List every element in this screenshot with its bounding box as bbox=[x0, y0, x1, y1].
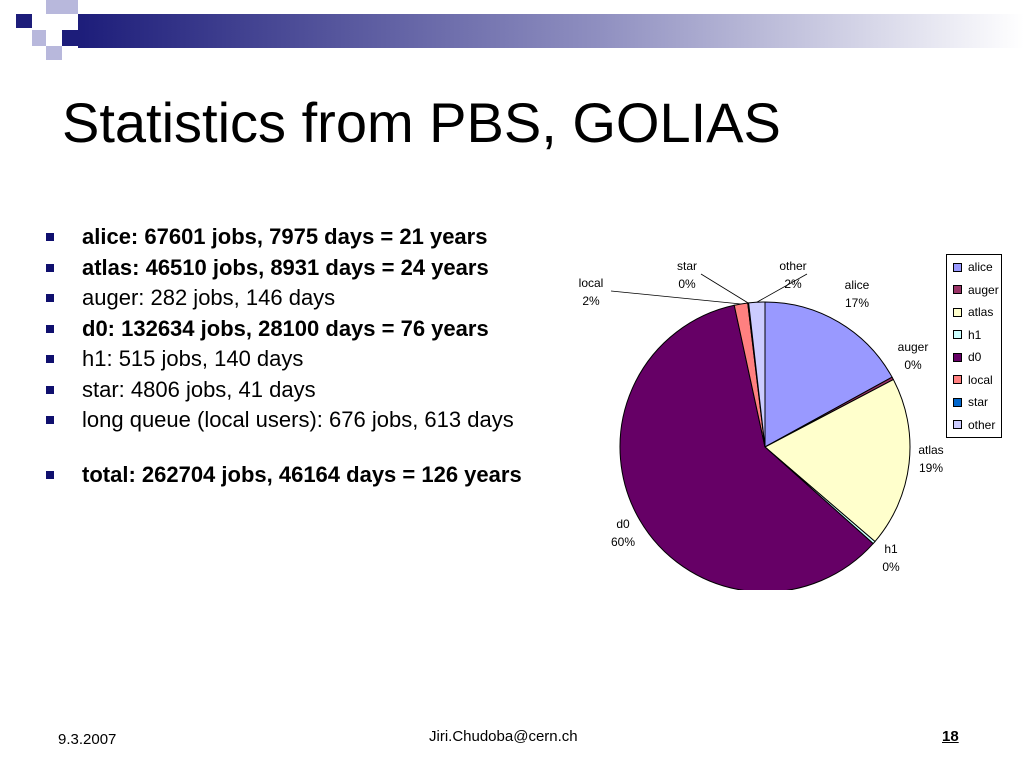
legend-swatch bbox=[953, 352, 962, 362]
legend-item-local: local bbox=[953, 372, 993, 388]
slice-label-h1: h1 bbox=[884, 542, 898, 556]
legend-label: alice bbox=[968, 260, 993, 274]
pie-chart: alice 17% auger 0% atlas 19% h1 0% d0 60% local 2% s… bbox=[579, 259, 944, 590]
legend-swatch bbox=[953, 330, 962, 339]
legend-label: auger bbox=[968, 282, 999, 297]
leader-line-local bbox=[610, 290, 742, 305]
legend-label: local bbox=[968, 372, 993, 387]
footer-email: Jiri.Chudoba@cern.ch bbox=[429, 728, 578, 745]
bullet-item: d0: 132634 jobs, 28100 days = 76 years bbox=[44, 316, 564, 341]
legend-item-other: other bbox=[953, 417, 995, 433]
pie-slice-alice bbox=[764, 301, 893, 448]
slice-percent-star: 0% bbox=[678, 277, 696, 291]
header-decoration bbox=[0, 0, 1024, 60]
legend-item-d0: d0 bbox=[953, 349, 981, 365]
pie-slice-d0 bbox=[619, 304, 874, 590]
bullet-item: star: 4806 jobs, 41 days bbox=[44, 377, 564, 402]
slice-label-star: star bbox=[677, 259, 697, 273]
bullet-list: alice: 67601 jobs, 7975 days = 21 years … bbox=[44, 224, 564, 493]
slice-percent-h1: 0% bbox=[882, 560, 900, 574]
legend-label: h1 bbox=[968, 327, 982, 342]
bullet-item: total: 262704 jobs, 46164 days = 126 yea… bbox=[44, 462, 564, 487]
slice-label-alice: alice bbox=[845, 278, 870, 292]
bullet-item: atlas: 46510 jobs, 8931 days = 24 years bbox=[44, 255, 564, 280]
legend-swatch bbox=[953, 307, 962, 317]
legend-item-auger: auger bbox=[953, 282, 999, 298]
slice-label-auger: auger bbox=[898, 340, 929, 354]
pie-slice-atlas bbox=[764, 378, 911, 543]
legend-item-h1: h1 bbox=[953, 327, 981, 343]
legend-swatch bbox=[953, 375, 962, 384]
slide-title: Statistics from PBS, GOLIAS bbox=[62, 91, 781, 154]
legend-swatch bbox=[953, 285, 962, 294]
bullet-item: h1: 515 jobs, 140 days bbox=[44, 346, 564, 371]
legend-label: d0 bbox=[968, 350, 982, 364]
legend-swatch bbox=[953, 420, 962, 429]
slice-label-atlas: atlas bbox=[918, 443, 943, 457]
legend-item-alice: alice bbox=[953, 259, 993, 275]
bullet-item: long queue (local users): 676 jobs, 613 … bbox=[44, 407, 564, 432]
legend-swatch bbox=[953, 262, 962, 272]
slice-percent-local: 2% bbox=[582, 294, 600, 308]
slice-label-other: other bbox=[779, 259, 806, 273]
legend-label: atlas bbox=[968, 305, 994, 319]
legend-label: star bbox=[968, 395, 989, 409]
page-number: 18 bbox=[942, 728, 959, 745]
legend-item-star: star bbox=[953, 394, 988, 410]
legend-label: other bbox=[968, 417, 996, 432]
slice-label-local: local bbox=[579, 276, 604, 290]
slice-percent-d0: 60% bbox=[611, 535, 635, 549]
slice-percent-atlas: 19% bbox=[919, 461, 943, 475]
bullet-item: auger: 282 jobs, 146 days bbox=[44, 285, 564, 310]
legend-swatch bbox=[953, 397, 962, 407]
legend-item-atlas: atlas bbox=[953, 304, 993, 320]
chart-legend: alice auger atlas h1 d0 local star other bbox=[946, 254, 1002, 438]
slice-percent-other: 2% bbox=[784, 277, 802, 291]
slice-label-d0: d0 bbox=[616, 517, 630, 531]
bullet-item: alice: 67601 jobs, 7975 days = 21 years bbox=[44, 224, 564, 249]
slice-percent-auger: 0% bbox=[904, 358, 922, 372]
leader-line-star bbox=[700, 273, 749, 304]
footer-date: 9.3.2007 bbox=[58, 731, 117, 748]
slice-percent-alice: 17% bbox=[845, 296, 869, 310]
leader-line-other bbox=[756, 273, 808, 303]
